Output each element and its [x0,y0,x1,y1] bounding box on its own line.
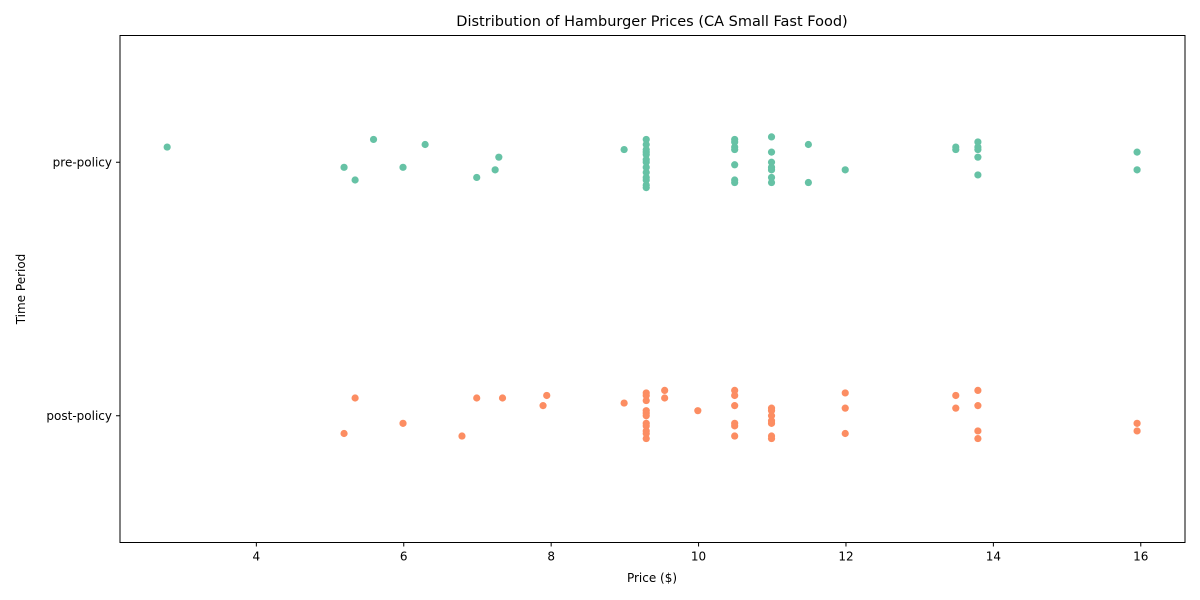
data-point-pre-policy [731,161,739,169]
data-point-pre-policy [495,153,503,161]
data-point-post-policy [694,407,702,415]
data-point-post-policy [841,404,849,412]
data-point-pre-policy [399,163,407,171]
data-point-pre-policy [642,176,650,184]
data-point-pre-policy [974,145,982,154]
data-point-pre-policy [642,151,650,159]
data-point-pre-policy [952,145,960,154]
x-tick-label: 12 [838,550,853,564]
x-axis: 4 6 8 10 12 14 16 [253,542,1148,564]
data-point-pre-policy [974,153,982,161]
data-point-post-policy [498,394,507,402]
data-point-post-policy [473,394,481,402]
data-point-pre-policy [974,171,982,179]
data-point-pre-policy [804,178,812,187]
data-point-pre-policy [767,178,776,187]
data-point-post-policy [543,391,551,400]
data-point-post-policy [620,399,628,407]
data-point-pre-policy [642,168,650,176]
data-point-pre-policy [731,178,739,187]
data-points [163,133,1141,443]
data-point-pre-policy [642,140,650,149]
data-point-post-policy [458,432,466,440]
data-point-post-policy [539,402,547,410]
data-point-pre-policy [767,148,776,156]
y-axis-title: Time Period [14,254,28,326]
data-point-pre-policy [1133,166,1141,174]
data-point-post-policy [1133,427,1141,435]
data-point-pre-policy [767,133,776,141]
x-tick-label: 10 [691,550,706,564]
data-point-pre-policy [731,138,739,146]
data-point-post-policy [731,386,739,394]
data-point-pre-policy [340,163,348,171]
data-point-pre-policy [620,145,628,154]
data-point-pre-policy [974,138,982,146]
data-point-pre-policy [473,173,481,182]
data-point-pre-policy [1133,148,1141,156]
data-point-post-policy [642,391,650,400]
data-point-post-policy [767,407,776,415]
data-point-pre-policy [642,184,650,192]
data-point-pre-policy [841,166,849,174]
data-point-post-policy [642,412,650,420]
data-point-pre-policy [421,140,429,149]
data-point-post-policy [731,391,739,400]
data-point-pre-policy [731,145,739,154]
data-point-post-policy [661,394,669,402]
data-point-post-policy [952,404,960,412]
x-tick-label: 16 [1133,550,1148,564]
data-point-post-policy [731,402,739,410]
data-point-pre-policy [369,135,378,144]
data-point-pre-policy [491,166,499,174]
data-point-pre-policy [642,163,650,171]
data-point-post-policy [661,386,669,394]
data-point-post-policy [767,419,776,427]
data-point-post-policy [1133,419,1141,427]
data-point-pre-policy [804,140,812,149]
data-point-post-policy [952,391,960,400]
y-tick-label: pre-policy [53,155,112,169]
plot-frame [119,35,1186,543]
data-point-post-policy [841,389,849,397]
data-point-post-policy [974,402,982,410]
data-point-post-policy [642,434,650,443]
x-tick-label: 14 [986,550,1001,564]
data-point-post-policy [642,422,650,430]
data-point-post-policy [731,422,739,430]
data-point-pre-policy [642,158,650,166]
data-point-post-policy [767,412,776,420]
data-point-post-policy [731,432,739,440]
data-point-post-policy [974,427,982,435]
data-point-post-policy [974,386,982,394]
data-point-post-policy [974,434,982,443]
x-axis-title: Price ($) [627,571,677,585]
y-axis: pre-policy post-policy [46,155,120,423]
x-tick-label: 4 [253,550,261,564]
data-point-pre-policy [767,166,776,174]
data-point-post-policy [642,429,650,438]
data-point-pre-policy [163,143,171,151]
y-tick-label: post-policy [46,409,112,423]
data-point-post-policy [399,419,407,427]
data-point-pre-policy [351,176,359,184]
data-point-post-policy [642,396,650,405]
data-point-post-policy [767,434,776,443]
data-point-post-policy [340,429,348,438]
data-point-pre-policy [767,158,776,166]
x-tick-label: 6 [400,550,408,564]
data-point-pre-policy [767,173,776,182]
x-tick-label: 8 [547,550,555,564]
data-point-post-policy [351,394,359,402]
chart-title: Distribution of Hamburger Prices (CA Sma… [456,14,847,30]
data-point-pre-policy [642,135,650,144]
data-point-post-policy [841,429,849,438]
